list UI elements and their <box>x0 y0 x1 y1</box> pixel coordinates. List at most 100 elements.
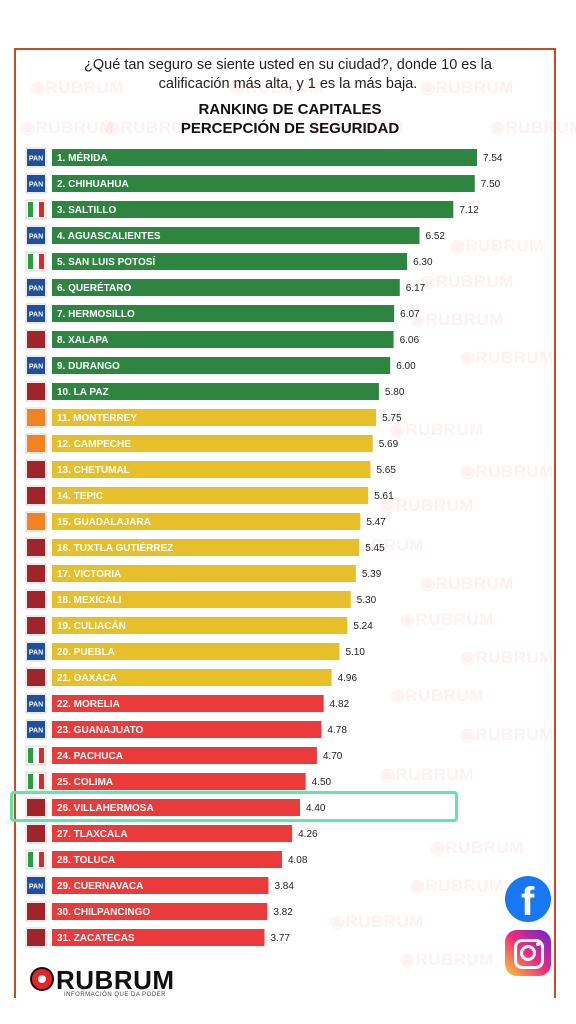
survey-question: ¿Qué tan seguro se siente usted en su ci… <box>84 57 492 92</box>
bar-category-label: 28. TOLUCA <box>57 855 115 866</box>
bar-category-label: 11. MONTERREY <box>57 413 137 424</box>
poster-frame <box>14 48 556 998</box>
watermark-text: ◉RUBRUM <box>390 420 484 439</box>
bar-category-label: 29. CUERNAVACA <box>57 881 143 892</box>
party-icon-pri <box>25 771 47 792</box>
party-icon-label: PAN <box>29 728 43 735</box>
bar-value-label: 5.69 <box>379 439 399 450</box>
bar-8 <box>52 331 394 348</box>
bar-31 <box>52 929 265 946</box>
bar-value-label: 7.54 <box>483 153 503 164</box>
party-icon-morena <box>25 901 47 922</box>
party-icon-label: PAN <box>29 364 43 371</box>
watermark-text: ◉RUBRUM <box>460 348 554 367</box>
bar-value-label: 6.30 <box>413 257 433 268</box>
chart-title: RANKING DE CAPITALES PERCEPCIÓN DE SEGUR… <box>100 100 480 138</box>
bar-value-label: 4.82 <box>330 699 350 710</box>
party-icon-pan: PAN <box>25 719 47 740</box>
bar-value-label: 5.61 <box>374 491 394 502</box>
watermark-text: ◉RUBRUM <box>380 765 474 784</box>
bar-3 <box>52 201 454 218</box>
bar-value-label: 6.07 <box>400 309 420 320</box>
party-icon-label: PAN <box>29 234 43 241</box>
watermark-text: ◉RUBRUM <box>330 912 424 931</box>
instagram-icon[interactable] <box>505 930 551 976</box>
bar-category-label: 30. CHILPANCINGO <box>57 907 150 918</box>
party-icon-morena <box>25 615 47 636</box>
bar-25 <box>52 773 306 790</box>
watermark-text: ◉RUBRUM <box>420 574 514 593</box>
bar-17 <box>52 565 356 582</box>
bar-category-label: 9. DURANGO <box>57 361 120 372</box>
watermark-text: ◉RUBRUM <box>410 876 504 895</box>
bar-value-label: 4.26 <box>298 829 318 840</box>
party-icon-pri <box>25 199 47 220</box>
bar-category-label: 7. HERMOSILLO <box>57 309 135 320</box>
party-icon-pan: PAN <box>25 147 47 168</box>
party-icon-morena <box>25 329 47 350</box>
bar-category-label: 23. GUANAJUATO <box>57 725 144 736</box>
party-icon-morena <box>25 537 47 558</box>
bar-category-label: 31. ZACATECAS <box>57 933 135 944</box>
bar-18 <box>52 591 351 608</box>
party-icon-pri <box>25 251 47 272</box>
bar-category-label: 16. TUXTLA GUTIÉRREZ <box>57 541 173 554</box>
bar-value-label: 5.47 <box>366 517 386 528</box>
bar-category-label: 17. VICTORIA <box>57 569 121 580</box>
party-icon-pan: PAN <box>25 277 47 298</box>
bar-value-label: 5.45 <box>365 543 385 554</box>
party-icon-label: PAN <box>29 312 43 319</box>
watermark-text: ◉RUBRUM <box>380 496 474 515</box>
bar-category-label: 5. SAN LUIS POTOSÍ <box>57 255 155 268</box>
bar-value-label: 7.50 <box>481 179 501 190</box>
bar-14 <box>52 487 369 504</box>
bar-13 <box>52 461 371 478</box>
bar-category-label: 1. MÉRIDA <box>57 151 108 164</box>
party-icon-pan: PAN <box>25 355 47 376</box>
party-icon-mc <box>25 511 47 532</box>
bar-category-label: 25. COLIMA <box>57 777 113 788</box>
bar-category-label: 27. TLAXCALA <box>57 829 128 840</box>
bar-value-label: 5.65 <box>376 465 396 476</box>
party-icon-pan: PAN <box>25 173 47 194</box>
watermark-text: ◉RUBRUM <box>400 610 494 629</box>
bar-value-label: 5.10 <box>345 647 365 658</box>
bar-category-label: 18. MEXICALI <box>57 595 122 606</box>
party-icon-morena <box>25 667 47 688</box>
bar-category-label: 6. QUERÉTARO <box>57 281 131 294</box>
watermark-text: ◉RUBRUM <box>410 310 504 329</box>
party-icon-morena <box>25 797 47 818</box>
bar-1 <box>52 149 477 166</box>
party-icon-label: PAN <box>29 182 43 189</box>
bar-27 <box>52 825 293 842</box>
rubrum-tagline: INFORMACIÓN QUE DA PODER <box>64 992 167 998</box>
party-icon-pan: PAN <box>25 303 47 324</box>
watermark-text: ◉RUBRUM <box>310 118 404 137</box>
bar-value-label: 5.30 <box>357 595 377 606</box>
facebook-icon[interactable]: f <box>505 876 551 924</box>
party-icon-pan: PAN <box>25 225 47 246</box>
bar-value-label: 3.82 <box>273 907 293 918</box>
bar-value-label: 6.17 <box>406 283 426 294</box>
bar-22 <box>52 695 324 712</box>
party-icon-morena <box>25 927 47 948</box>
bar-24 <box>52 747 317 764</box>
bar-category-label: 26. VILLAHERMOSA <box>57 803 154 814</box>
watermark-text: ◉RUBRUM <box>430 838 524 857</box>
bar-12 <box>52 435 373 452</box>
watermark-text: ◉RUBRUM <box>420 272 514 291</box>
watermark-text: ◉RUBRUM <box>460 462 554 481</box>
bar-category-label: 24. PACHUCA <box>57 751 123 762</box>
bar-value-label: 3.84 <box>274 881 294 892</box>
party-icon-label: PAN <box>29 650 43 657</box>
chart-title-line1: RANKING DE CAPITALES <box>198 101 382 118</box>
bar-category-label: 2. CHIHUAHUA <box>57 179 129 190</box>
watermark-text: ◉RUBRUM <box>460 648 554 667</box>
bar-5 <box>52 253 408 270</box>
party-icon-pan: PAN <box>25 641 47 662</box>
watermark-text: ◉RUBRUM <box>230 78 324 97</box>
bar-21 <box>52 669 332 686</box>
bar-value-label: 5.24 <box>353 621 373 632</box>
party-icon-label: PAN <box>29 702 43 709</box>
